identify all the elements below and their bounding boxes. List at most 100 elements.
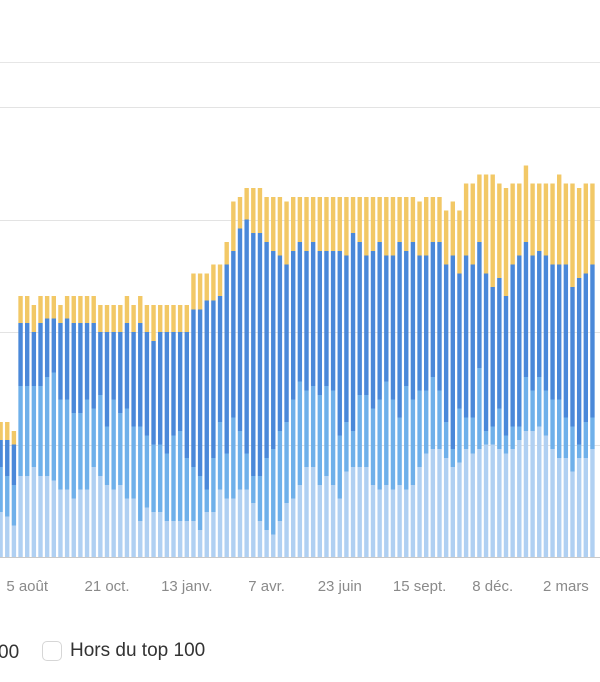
bar-segment-s3 [291, 251, 296, 400]
bar-segment-s3 [330, 251, 336, 391]
bar-segment-s2 [25, 386, 30, 476]
legend-label-partial[interactable]: 00 [0, 642, 20, 663]
bar-segment-s3 [44, 318, 50, 377]
bar-segment-s2 [0, 467, 3, 512]
bar-segment-s3 [530, 255, 535, 391]
bar-segment-s3 [537, 251, 542, 377]
bar-segment-s2 [563, 417, 569, 458]
bar-segment-s2 [337, 435, 342, 499]
legend-item-hors-du-top-100[interactable]: Hors du top 100 [42, 640, 205, 662]
bar-segment-s3 [377, 242, 382, 400]
bar-segment-s1 [304, 467, 309, 557]
bar-segment-s3 [98, 332, 103, 395]
bar-segment-s3 [164, 332, 170, 454]
bar-segment-s2 [364, 395, 369, 467]
bar-segment-s1 [570, 471, 575, 557]
bar-segment-s3 [563, 264, 569, 418]
bar-segment-s4 [550, 183, 555, 265]
bar-segment-s1 [171, 521, 176, 557]
bar-segment-s4 [450, 201, 455, 256]
bar-segment-s4 [5, 422, 10, 440]
bar-segment-s1 [404, 489, 409, 557]
bar-segment-s4 [503, 188, 509, 296]
bar-segment-s1 [297, 485, 303, 557]
bar-segment-s1 [78, 489, 83, 557]
bar-segment-s2 [543, 390, 549, 436]
bar-segment-s2 [18, 386, 23, 476]
bar-segment-s1 [537, 426, 542, 557]
legend-checkbox[interactable] [42, 641, 62, 661]
bar-segment-s3 [390, 255, 396, 400]
bar-segment-s2 [184, 458, 189, 521]
bar-segment-s2 [370, 408, 376, 485]
bar-segment-s4 [184, 305, 189, 332]
bar-segment-s1 [517, 440, 522, 557]
bar-segment-s1 [377, 489, 382, 557]
bar-segment-s4 [310, 197, 316, 242]
bar-segment-s4 [590, 183, 595, 265]
bar-segment-s1 [490, 444, 495, 557]
bar-segment-s1 [224, 498, 229, 557]
bar-segment-s2 [71, 413, 76, 499]
bar-segment-s2 [158, 444, 163, 512]
bar-segment-s3 [337, 251, 342, 436]
bar-segment-s1 [25, 476, 30, 557]
bar-segment-s2 [204, 489, 209, 512]
bar-segment-s4 [237, 197, 243, 229]
bar-segment-s1 [397, 485, 402, 557]
bar-segment-s1 [191, 521, 196, 557]
bar-segment-s4 [324, 197, 329, 251]
bar-segment-s2 [503, 435, 509, 454]
bar-segment-s2 [550, 399, 555, 449]
bar-segment-s4 [284, 201, 289, 265]
bar-segment-s2 [497, 408, 502, 449]
bar-segment-s4 [443, 210, 449, 265]
bar-segment-s3 [576, 278, 582, 445]
bar-segment-s4 [164, 305, 170, 332]
bar-segment-s1 [437, 449, 442, 557]
bar-segment-s2 [91, 408, 96, 467]
bar-segment-s1 [510, 449, 515, 557]
bar-segment-s4 [277, 197, 283, 256]
bar-segment-s2 [177, 431, 183, 521]
bar-segment-s2 [111, 399, 116, 490]
bar-segment-s1 [58, 489, 63, 557]
bar-segment-s2 [291, 399, 296, 499]
bar-segment-s4 [410, 197, 416, 242]
bar-segment-s4 [457, 210, 462, 274]
bar-segment-s1 [158, 512, 163, 557]
bar-segment-s4 [570, 183, 575, 287]
bar-segment-s1 [563, 458, 569, 557]
bar-segment-s4 [377, 197, 382, 242]
bar-segment-s1 [463, 449, 469, 557]
bar-segment-s4 [131, 305, 136, 332]
bar-segment-s3 [543, 255, 549, 391]
bar-segment-s1 [417, 467, 422, 557]
bar-segment-s2 [424, 390, 429, 454]
x-tick-label: 2 mars [543, 578, 589, 595]
bar-segment-s3 [590, 264, 595, 418]
bar-segment-s2 [477, 368, 482, 449]
bar-segment-s3 [264, 242, 269, 458]
bar-segment-s4 [197, 273, 203, 310]
bar-segment-s3 [304, 251, 309, 391]
bar-segment-s3 [5, 440, 10, 476]
bar-segment-s3 [25, 323, 30, 386]
bar-segment-s3 [71, 323, 76, 413]
bar-segment-s1 [430, 449, 436, 557]
bars [0, 165, 595, 557]
bar-segment-s2 [404, 386, 409, 490]
bar-segment-s2 [583, 422, 588, 458]
bar-segment-s3 [244, 219, 249, 454]
bar-segment-s3 [437, 242, 442, 391]
bar-segment-s1 [5, 516, 10, 557]
bar-segment-s4 [463, 183, 469, 256]
bar-segment-s1 [523, 431, 529, 557]
bar-segment-s4 [537, 183, 542, 251]
bar-segment-s3 [370, 251, 376, 409]
bar-segment-s1 [317, 485, 322, 557]
bar-segment-s2 [271, 449, 276, 535]
bar-segment-s2 [197, 476, 203, 530]
bar-segment-s3 [177, 332, 183, 431]
bar-segment-s2 [557, 399, 562, 458]
